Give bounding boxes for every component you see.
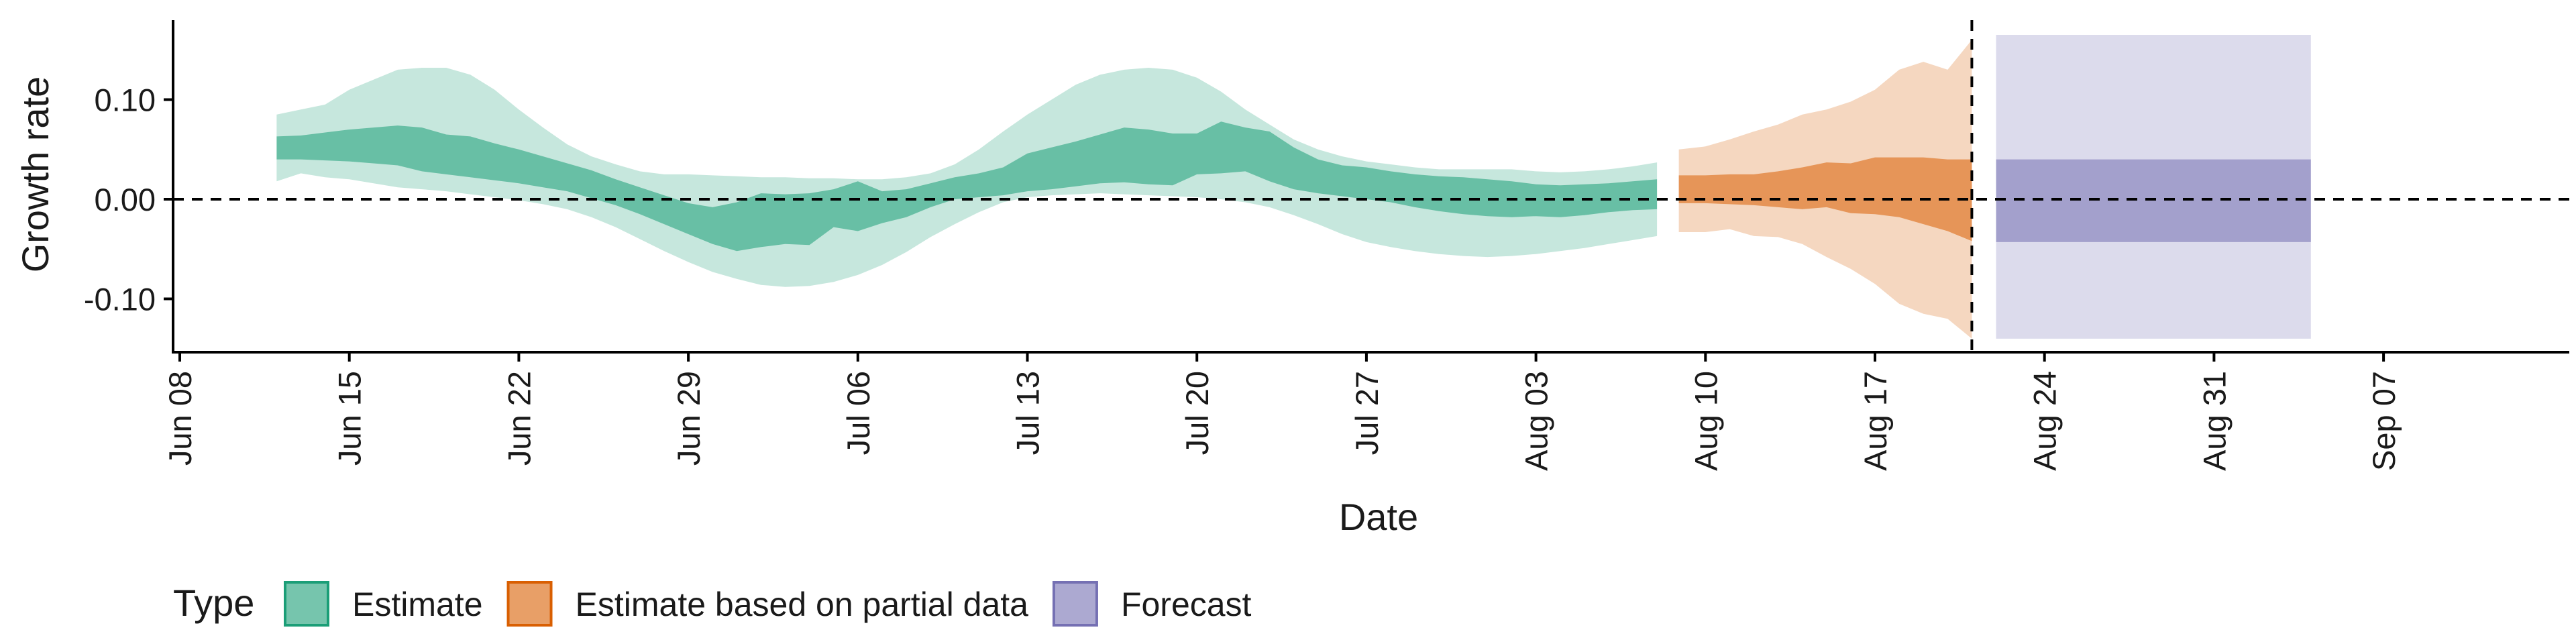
estimate-50-band bbox=[276, 121, 1658, 252]
x-tick-label: Jun 29 bbox=[671, 371, 706, 466]
estimate-legend-swatch bbox=[284, 581, 329, 627]
y-tick-label: 0.10 bbox=[95, 83, 156, 118]
partial-legend-label: Estimate based on partial data bbox=[576, 586, 1029, 623]
x-axis-title: Date bbox=[1339, 496, 1418, 538]
legend: Type Estimate Estimate based on partial da… bbox=[173, 581, 1252, 627]
x-tick-label: Jul 27 bbox=[1349, 371, 1385, 455]
x-tick-label: Aug 17 bbox=[1858, 371, 1893, 471]
x-tick-label: Jun 22 bbox=[501, 371, 537, 466]
x-tick-label: Sep 07 bbox=[2366, 371, 2402, 471]
axes-layer: -0.10 0.00 0.10 Jun 08 Jun 15 Jun 22 Jun 29 Jul… bbox=[84, 20, 2569, 471]
x-tick-label: Aug 03 bbox=[1519, 371, 1554, 471]
legend-title: Type bbox=[173, 582, 254, 624]
y-tick-label: 0.00 bbox=[95, 182, 156, 217]
y-tick-label: -0.10 bbox=[84, 282, 156, 317]
estimate-legend-label: Estimate bbox=[352, 586, 483, 623]
x-tick-label: Aug 31 bbox=[2196, 371, 2232, 471]
bands-layer bbox=[276, 35, 2311, 339]
partial-50-band bbox=[1678, 157, 1972, 241]
forecast-50-band bbox=[1996, 159, 2311, 242]
partial-legend-swatch bbox=[506, 581, 553, 627]
x-tick-label: Jul 06 bbox=[841, 371, 876, 455]
forecast-legend-label: Forecast bbox=[1121, 586, 1252, 623]
x-tick-label: Aug 10 bbox=[1688, 371, 1723, 471]
x-tick-label: Aug 24 bbox=[2027, 371, 2063, 471]
x-tick-label: Jun 08 bbox=[162, 371, 198, 466]
x-tick-label: Jul 13 bbox=[1010, 371, 1046, 455]
x-tick-label: Jul 20 bbox=[1179, 371, 1215, 455]
x-tick-label: Jun 15 bbox=[332, 371, 368, 466]
y-axis-title: Growth rate bbox=[14, 76, 56, 273]
forecast-legend-swatch bbox=[1052, 581, 1098, 627]
